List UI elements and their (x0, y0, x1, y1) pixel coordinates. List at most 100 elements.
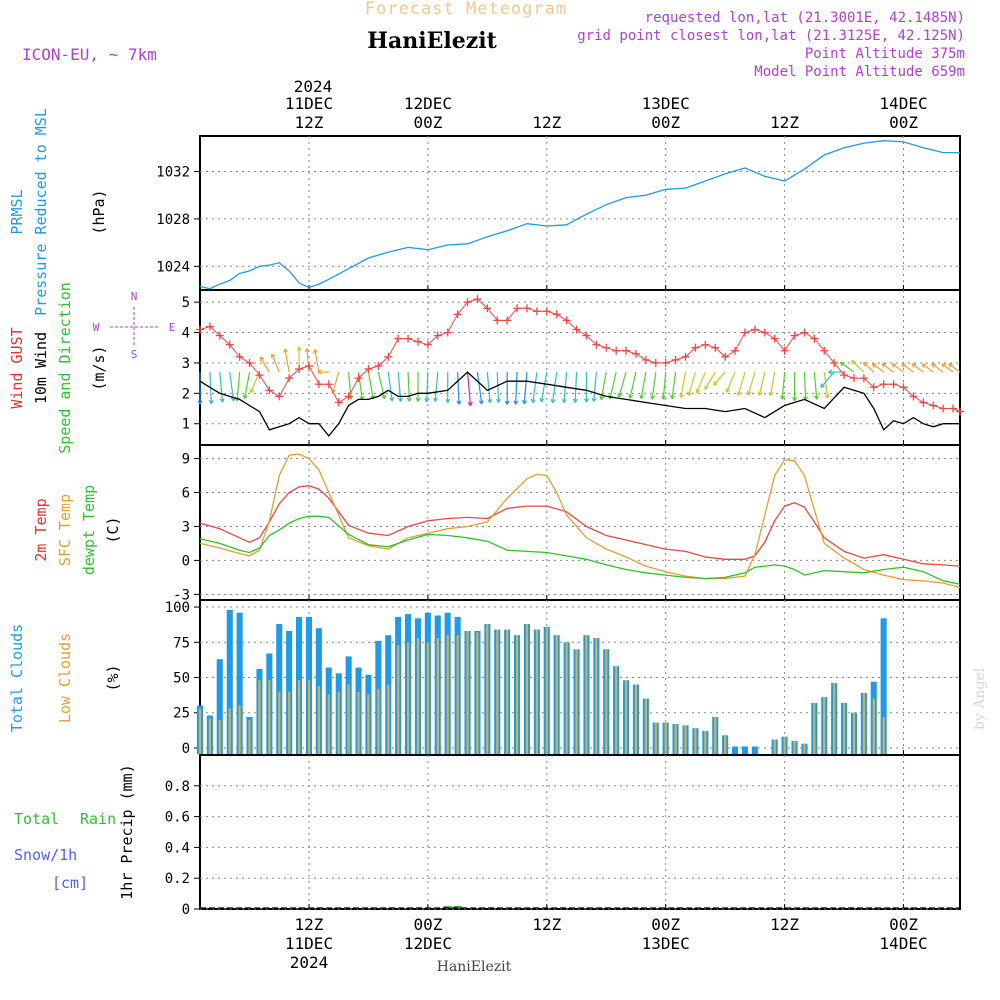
wind-gust-marker (503, 316, 512, 325)
time-label-top: 14DEC (879, 94, 927, 113)
time-label-top: 12Z (532, 113, 561, 132)
wind-direction-arrow (780, 372, 786, 400)
low-cloud-bar (516, 635, 519, 754)
time-label-top: 12DEC (404, 94, 452, 113)
wind-gust-marker (879, 380, 888, 389)
wind-gust-marker (354, 374, 363, 383)
wind-gust-marker (265, 386, 274, 395)
total-cloud-bar (216, 659, 223, 754)
wind-direction-arrow (687, 371, 697, 396)
low-cloud-bar (882, 717, 885, 754)
wind-gust-marker (602, 343, 611, 352)
wind-gust-marker (810, 334, 819, 343)
low-cloud-bar (644, 698, 647, 754)
total-cloud-bar (880, 618, 887, 754)
low-cloud-bar (446, 635, 449, 754)
total-cloud-bar (751, 746, 758, 754)
low-cloud-bar (595, 638, 598, 754)
low-cloud-bar (545, 626, 548, 754)
pressure-ylabel-2: Pressure Reduced to MSL (32, 108, 50, 316)
time-label-top: 13DEC (642, 94, 690, 113)
time-label-top: 11DEC (285, 94, 333, 113)
compass-e: E (169, 321, 176, 334)
low-cloud-bar (555, 635, 558, 754)
low-cloud-bar (377, 688, 380, 754)
wind-gust-ylabel: Wind GUST (8, 327, 26, 408)
wind-gust-marker (493, 316, 502, 325)
low-cloud-bar (605, 649, 608, 754)
low-cloud-bar (357, 691, 360, 754)
wind-direction-arrow (259, 356, 270, 373)
wind-direction-arrow (851, 360, 865, 373)
wind-direction-arrow (746, 371, 756, 396)
wind-direction-arrow (197, 372, 203, 405)
rain-bar (443, 906, 452, 908)
low-cloud-bar (833, 683, 836, 754)
wind-gust-marker (324, 380, 333, 389)
low-cloud-bar (634, 684, 638, 754)
time-label-bottom: 00Z (889, 915, 918, 934)
wind-gust-marker (433, 331, 442, 340)
low-cloud-bar (694, 728, 697, 754)
wind-direction-arrow (486, 372, 493, 404)
wind-direction-arrow (713, 371, 726, 386)
dewpoint-line (199, 515, 961, 585)
y-tick-label: 0.4 (165, 840, 190, 856)
wind-gust-marker (800, 328, 809, 337)
low-cloud-bar (208, 718, 211, 754)
low-cloud-bar (813, 702, 816, 754)
compass-s: S (131, 348, 138, 361)
time-label-bottom: 2024 (290, 953, 329, 972)
y-tick-label: 1024 (156, 259, 190, 275)
low-cloud-bar (248, 719, 251, 754)
low-cloud-bar (327, 694, 330, 754)
wind-gust-marker (235, 352, 244, 361)
low-cloud-bar (407, 642, 410, 754)
wind-gust-marker (196, 325, 204, 334)
low-cloud-bar (585, 635, 588, 754)
wind-gust-marker (909, 392, 918, 401)
low-cloud-bar (387, 684, 390, 754)
low-cloud-bar (783, 736, 786, 754)
wind-direction-arrow (736, 371, 746, 396)
wind-direction-arrow (695, 371, 706, 394)
wind-direction-arrow (387, 371, 395, 402)
wind-gust-marker (443, 328, 452, 337)
wind-direction-arrow (513, 372, 519, 405)
time-label-top: 12Z (295, 113, 324, 132)
wind-gust-marker (760, 328, 769, 337)
y-tick-label: 1 (182, 417, 190, 433)
footer-location: HaniElezit (437, 959, 512, 975)
low-cloud-bar (218, 719, 221, 754)
low-cloud-bar (397, 645, 400, 754)
low-cloud-bar (615, 666, 618, 754)
temp-2m-ylabel: 2m Temp (32, 498, 50, 561)
model-altitude: Model Point Altitude 659m (754, 64, 965, 80)
wind-gust-marker (750, 325, 759, 334)
total-cloud-bar (276, 624, 283, 754)
low-cloud-bar (476, 632, 479, 754)
wind-gust-marker (225, 340, 234, 349)
temp-sfc-ylabel: SFC Temp (56, 494, 74, 566)
wind-gust-line (199, 298, 961, 413)
total-cloud-bar (732, 746, 739, 754)
low-cloud-bar (852, 712, 856, 754)
pressure-series-line (199, 140, 960, 290)
time-label-top: 00Z (889, 113, 918, 132)
low-cloud-bar (268, 680, 271, 754)
wind-gust-marker (711, 343, 720, 352)
y-tick-label: 1028 (156, 212, 190, 228)
wind-gust-marker (939, 404, 948, 413)
wind-gust-marker (205, 322, 214, 331)
pressure-panel: 1024 1028 1032 (156, 135, 961, 291)
wind-panel: 1 2 3 4 5 (182, 289, 961, 446)
wind-gust-marker (740, 328, 749, 337)
wind-gust-marker (956, 407, 964, 416)
low-cloud-bar (575, 649, 578, 754)
wind-direction-arrow (377, 371, 387, 400)
low-cloud-bar (198, 708, 202, 754)
wind-gust-marker (215, 331, 224, 340)
y-tick-label: 4 (182, 326, 190, 342)
wind-gust-marker (542, 307, 551, 316)
wind-gust-marker (562, 316, 571, 325)
